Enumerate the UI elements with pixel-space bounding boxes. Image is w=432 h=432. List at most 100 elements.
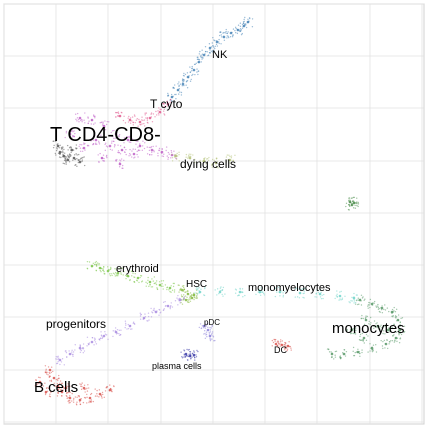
point-erythroid-7-spread-8 bbox=[160, 280, 163, 282]
point-t-cd4-cd8-grey-4-spread-11 bbox=[81, 160, 83, 163]
point-pdc-0-spread-7 bbox=[200, 327, 202, 330]
point-progenitors-6-spread-12 bbox=[105, 334, 108, 336]
point-monocytes-10-spread-8 bbox=[339, 355, 342, 357]
point-b-cells-2-spread-3 bbox=[59, 380, 62, 382]
point-monocytes-0-spread-11 bbox=[355, 299, 358, 302]
point-monomyelocytes-0-spread-7 bbox=[196, 293, 199, 295]
point-monocytes-15-spread-5 bbox=[349, 329, 352, 331]
point-progenitors-3-spread-9 bbox=[139, 312, 141, 314]
point-erythroid-3-spread-13 bbox=[120, 272, 122, 274]
point-nk-0-spread-1 bbox=[243, 18, 245, 21]
point-erythroid-1-spread-6 bbox=[103, 270, 105, 273]
point-dying-cells-3-spread-8 bbox=[216, 157, 218, 160]
point-monocytes-1-spread-2 bbox=[367, 305, 369, 307]
point-b-cells-0-spread-8 bbox=[52, 370, 54, 373]
point-erythroid-2-spread-3 bbox=[102, 269, 105, 272]
point-t-cd4-cd8-9-spread-7 bbox=[100, 134, 102, 136]
point-cluster-1-spread-2 bbox=[357, 203, 360, 205]
point-monomyelocytes-6 bbox=[318, 292, 322, 296]
point-progenitors-9-spread-1 bbox=[68, 350, 70, 352]
point-t-cd4-cd8-grey-5-spread-6 bbox=[55, 149, 58, 152]
point-monocytes-10-spread-6 bbox=[344, 353, 346, 355]
point-t-cd4-cd8-6-spread-10 bbox=[151, 154, 153, 156]
point-b-cells-9-spread-7 bbox=[42, 385, 45, 387]
point-hsc-3-spread-11 bbox=[189, 300, 192, 302]
point-t-cd4-cd8-grey-6-spread-13 bbox=[67, 149, 69, 151]
point-progenitors-1-spread-13 bbox=[170, 304, 172, 307]
point-erythroid-3-spread-12 bbox=[115, 274, 118, 277]
point-t-cd4-cd8-11-spread-13 bbox=[119, 145, 122, 147]
point-pdc-1-spread-6 bbox=[204, 332, 206, 335]
point-nk-11-spread-0 bbox=[185, 84, 187, 86]
point-t-cd4-cd8-16-spread-6 bbox=[115, 160, 118, 162]
point-nk-11-spread-8 bbox=[177, 83, 179, 85]
point-t-cyto-3-spread-10 bbox=[141, 119, 143, 121]
point-monomyelocytes-8-spread-6 bbox=[349, 302, 351, 304]
point-nk-3-spread-0 bbox=[227, 31, 229, 33]
point-erythroid-3-spread-10 bbox=[117, 275, 119, 277]
point-pdc-1-spread-0 bbox=[209, 329, 212, 331]
point-pdc-0-spread-6 bbox=[203, 325, 205, 327]
point-nk-12-spread-9 bbox=[179, 91, 181, 93]
point-progenitors-8-spread-6 bbox=[74, 344, 76, 346]
point-dying-cells-3-spread-3 bbox=[213, 159, 215, 161]
point-b-cells-5-spread-5 bbox=[80, 397, 82, 400]
point-monocytes-15-spread-1 bbox=[349, 331, 351, 334]
point-monomyelocytes-0-spread-10 bbox=[203, 294, 205, 296]
point-monocytes-3-spread-9 bbox=[394, 311, 397, 313]
point-nk-1-spread-11 bbox=[245, 26, 248, 29]
point-dc-2-spread-13 bbox=[286, 349, 288, 352]
point-monocytes-3-spread-4 bbox=[393, 306, 395, 309]
point-t-cyto-3-spread-13 bbox=[137, 125, 139, 127]
point-nk-11-spread-5 bbox=[182, 80, 185, 82]
point-monocytes-3-spread-12 bbox=[391, 312, 393, 315]
point-t-cd4-cd8-13-spread-11 bbox=[72, 131, 74, 133]
point-dc-1-spread-4 bbox=[276, 344, 279, 347]
point-pdc-0-spread-11 bbox=[199, 323, 202, 325]
point-hsc-4-spread-13 bbox=[193, 296, 195, 298]
point-progenitors-10-spread-1 bbox=[57, 360, 59, 363]
point-pdc-0-spread-8 bbox=[203, 330, 206, 332]
point-dying-cells-1-spread-9 bbox=[188, 154, 190, 157]
point-t-cd4-cd8-7-spread-5 bbox=[158, 149, 160, 152]
point-nk-1-spread-0 bbox=[242, 25, 244, 28]
point-t-cyto-4-spread-5 bbox=[129, 122, 132, 124]
point-hsc-0-spread-4 bbox=[178, 291, 180, 293]
point-monocytes-7-spread-0 bbox=[390, 340, 392, 342]
point-t-cd4-cd8-8-spread-13 bbox=[167, 156, 170, 159]
point-monomyelocytes-4-spread-13 bbox=[276, 291, 278, 293]
point-monomyelocytes-8-spread-9 bbox=[353, 292, 355, 295]
point-monomyelocytes-6-spread-11 bbox=[317, 291, 320, 294]
point-nk-5-spread-6 bbox=[213, 39, 215, 41]
point-nk-4-spread-13 bbox=[218, 38, 220, 41]
point-erythroid-3-spread-11 bbox=[115, 273, 118, 275]
point-monocytes-10-spread-13 bbox=[343, 349, 345, 351]
point-progenitors-10-spread-5 bbox=[63, 364, 66, 366]
point-monocytes-5-spread-3 bbox=[398, 334, 400, 336]
point-monocytes-15-spread-8 bbox=[355, 329, 357, 332]
point-b-cells-7-spread-1 bbox=[94, 395, 97, 397]
point-nk-10-spread-3 bbox=[187, 76, 189, 78]
point-monocytes-13-spread-9 bbox=[381, 326, 383, 329]
point-nk-2-spread-6 bbox=[234, 26, 237, 29]
point-t-cd4-cd8-10-spread-13 bbox=[104, 149, 107, 152]
point-t-cd4-cd8-grey-5-spread-11 bbox=[56, 148, 59, 150]
point-progenitors-7 bbox=[90, 340, 94, 344]
point-progenitors-10-spread-9 bbox=[57, 355, 59, 358]
point-dying-cells-4-spread-11 bbox=[228, 159, 231, 161]
point-monomyelocytes-5-spread-6 bbox=[300, 288, 303, 291]
label-erythroid: erythroid bbox=[116, 263, 159, 275]
point-erythroid-5-spread-13 bbox=[134, 272, 136, 275]
point-erythroid-1-spread-3 bbox=[100, 270, 102, 273]
point-progenitors-7-spread-3 bbox=[93, 337, 96, 339]
point-nk-8-spread-10 bbox=[198, 59, 201, 61]
point-monomyelocytes-0-spread-0 bbox=[196, 289, 199, 291]
point-erythroid-4-spread-0 bbox=[131, 275, 133, 277]
point-monomyelocytes-4-spread-1 bbox=[275, 289, 278, 292]
point-monocytes-1-spread-5 bbox=[369, 302, 371, 304]
point-t-cd4-cd8-13-spread-12 bbox=[73, 130, 75, 132]
point-nk-11-spread-11 bbox=[178, 81, 180, 83]
point-monocytes-12-spread-6 bbox=[360, 317, 362, 320]
point-t-cd4-cd8-8-spread-1 bbox=[166, 155, 168, 157]
point-t-cd4-cd8-6 bbox=[150, 148, 154, 152]
